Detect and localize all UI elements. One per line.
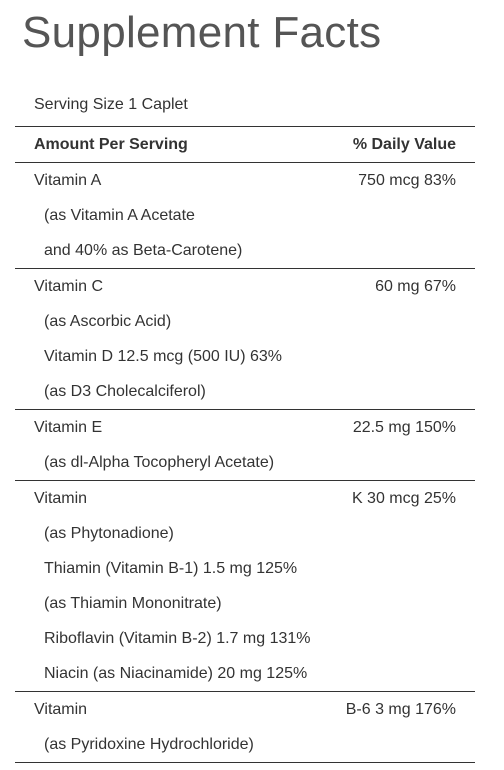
- nutrient-detail: (as Pyridoxine Hydrochloride): [44, 736, 254, 753]
- nutrient-row: Vitamin B-6 3 mg 176%: [15, 692, 475, 727]
- nutrient-name: Vitamin E: [34, 419, 103, 436]
- nutrient-detail: Thiamin (Vitamin B-1) 1.5 mg 125%: [44, 560, 298, 577]
- nutrient-name: Vitamin A: [34, 172, 102, 189]
- nutrient-detail: (as Vitamin A Acetate: [44, 207, 195, 224]
- nutrient-amount: 750 mcg 83%: [358, 172, 456, 189]
- nutrient-detail: (as D3 Cholecalciferol): [44, 383, 206, 400]
- header-row: Amount Per Serving % Daily Value: [15, 127, 475, 163]
- nutrient-group: Vitamin A 750 mcg 83% (as Vitamin A Acetat…: [15, 163, 475, 269]
- nutrient-name: Vitamin: [34, 490, 88, 507]
- nutrient-amount: B-6 3 mg 176%: [345, 701, 456, 718]
- nutrient-group: Vitamin K 30 mcg 25% (as Phytonadione) Thia…: [15, 481, 475, 692]
- nutrient-detail: (as dl-Alpha Tocopheryl Acetate): [44, 454, 275, 471]
- nutrient-detail: Riboflavin (Vitamin B-2) 1.7 mg 131%: [44, 630, 311, 647]
- nutrient-row: Vitamin A 750 mcg 83%: [15, 163, 475, 198]
- nutrient-group: Vitamin B-6 3 mg 176% (as Pyridoxine Hydro…: [15, 692, 475, 763]
- nutrient-group: Vitamin C 60 mg 67% (as Ascorbic Acid) Vita…: [15, 269, 475, 410]
- nutrient-detail: (as Ascorbic Acid): [44, 313, 172, 330]
- facts-table: Amount Per Serving % Daily Value Vitamin…: [15, 126, 475, 763]
- header-left: Amount Per Serving: [34, 136, 188, 153]
- nutrient-row: Vitamin C 60 mg 67%: [15, 269, 475, 304]
- nutrient-amount: 60 mg 67%: [375, 278, 456, 295]
- title: Supplement Facts: [22, 8, 382, 57]
- nutrient-row: Vitamin K 30 mcg 25%: [15, 481, 475, 516]
- nutrient-amount: 22.5 mg 150%: [352, 419, 456, 436]
- nutrient-name: Vitamin C: [34, 278, 104, 295]
- serving-size: Serving Size 1 Caplet: [34, 96, 188, 113]
- nutrient-row: Vitamin E 22.5 mg 150%: [15, 410, 475, 445]
- nutrient-detail: (as Thiamin Mononitrate): [44, 595, 222, 612]
- nutrient-name: Vitamin: [34, 701, 88, 718]
- nutrient-detail: Vitamin D 12.5 mcg (500 IU) 63%: [44, 348, 283, 365]
- header-right: % Daily Value: [352, 136, 456, 153]
- nutrient-detail: and 40% as Beta-Carotene): [44, 242, 243, 259]
- nutrient-detail: Niacin (as Niacinamide) 20 mg 125%: [44, 665, 308, 682]
- nutrient-amount: K 30 mcg 25%: [351, 490, 456, 507]
- nutrient-detail: (as Phytonadione): [44, 525, 174, 542]
- nutrient-group: Vitamin E 22.5 mg 150% (as dl-Alpha Tocoph…: [15, 410, 475, 481]
